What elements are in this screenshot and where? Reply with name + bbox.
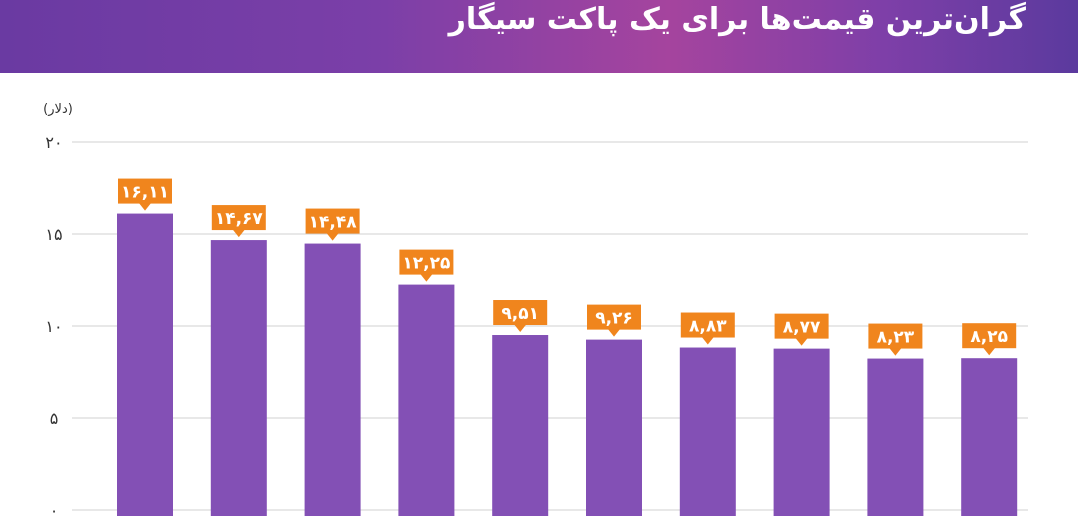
data-label-pointer [139,203,151,211]
title-banner: گران‌ترین قیمت‌ها برای یک پاکت سیگار [0,0,1078,73]
data-label-box [868,323,923,349]
data-label: ۸,۲۵ [970,327,1008,347]
data-label: ۸,۷۷ [783,318,821,338]
data-label-pointer [889,348,902,356]
data-label: ۱۴,۶۷ [215,209,264,229]
data-label: ۱۲,۲۵ [402,254,450,274]
y-tick-label: ۱۵ [45,225,62,244]
data-label-box [118,178,172,204]
bar [867,358,924,516]
bar [210,240,267,516]
bar [586,339,642,516]
bar [773,348,830,516]
data-label-pointer [420,274,433,282]
y-tick-label: ۵ [50,409,59,428]
data-label-box [680,312,735,338]
data-label-pointer [514,324,527,333]
data-label: ۸,۲۳ [877,328,915,348]
y-tick-label: ۰ [50,501,59,516]
bar [961,358,1018,516]
chart-title: گران‌ترین قیمت‌ها برای یک پاکت سیگار [448,2,1026,37]
y-tick-label: ۱۰ [45,317,62,336]
data-label-box [962,323,1017,349]
data-label: ۱۴,۴۸ [309,213,358,233]
bar [398,284,455,516]
data-label-box [305,208,360,234]
data-label-pointer [232,229,245,238]
data-label-box [493,300,548,326]
data-label-box [774,313,829,339]
bar [304,243,361,516]
data-label: ۱۶,۱۱ [121,183,169,203]
data-label: ۹,۵۱ [501,304,539,324]
bar [679,347,736,516]
data-label-box [587,304,641,330]
data-label-pointer [983,347,996,356]
bar [117,213,173,516]
data-label-pointer [326,233,339,241]
y-axis-unit-label: (دلار) [43,102,73,117]
data-label-box [211,205,266,231]
data-label-pointer [701,337,714,345]
data-label: ۸,۸۳ [689,317,727,337]
data-label: ۹,۲۶ [595,309,633,329]
data-label-pointer [795,338,808,346]
bar [492,335,549,516]
data-label-pointer [608,329,620,337]
data-label-box [399,249,454,275]
y-tick-label: ۲۰ [45,133,62,152]
